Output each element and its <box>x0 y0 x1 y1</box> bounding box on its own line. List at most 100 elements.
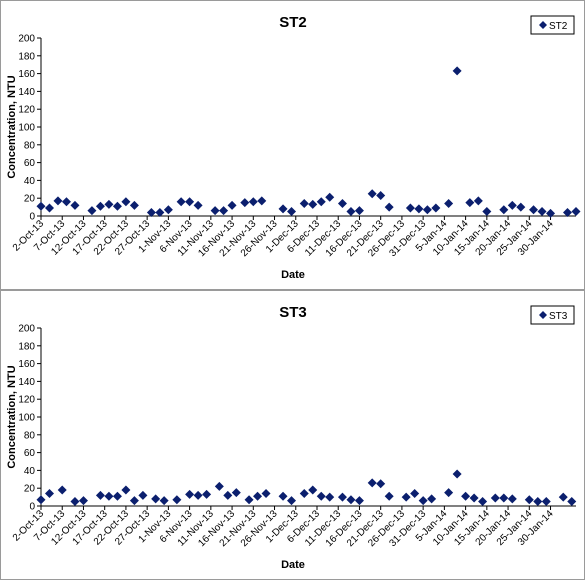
y-tick-label: 200 <box>18 324 35 335</box>
data-point <box>337 492 347 502</box>
data-point <box>87 206 97 216</box>
data-point <box>546 208 556 218</box>
legend: ST3 <box>530 305 575 325</box>
y-tick-label: 60 <box>24 448 36 459</box>
data-point <box>57 485 67 495</box>
y-tick-label: 0 <box>29 502 35 513</box>
data-point <box>210 206 220 216</box>
data-point <box>469 493 479 503</box>
legend-box <box>530 15 575 35</box>
data-point <box>185 197 195 207</box>
data-point <box>193 490 203 500</box>
legend-box <box>530 305 575 325</box>
data-point <box>70 497 80 507</box>
data-point <box>376 191 386 201</box>
data-point <box>244 495 254 505</box>
y-tick-label: 80 <box>24 430 36 441</box>
data-point <box>533 497 543 507</box>
data-point <box>431 203 441 213</box>
data-point <box>112 201 122 211</box>
legend-marker <box>539 311 547 319</box>
data-point <box>104 199 114 209</box>
data-point <box>541 497 551 507</box>
y-axis-label: Concentration, NTU <box>6 365 18 468</box>
data-point <box>219 206 229 216</box>
data-point <box>278 204 288 214</box>
data-point <box>444 199 454 209</box>
data-point <box>499 205 509 215</box>
data-point <box>240 198 250 208</box>
data-point <box>44 203 54 213</box>
data-point <box>287 496 297 506</box>
y-tick-label: 120 <box>18 105 35 116</box>
data-point <box>121 197 131 207</box>
y-tick-label: 100 <box>18 413 35 424</box>
data-point <box>524 495 534 505</box>
y-tick-label: 120 <box>18 395 35 406</box>
data-point <box>325 492 335 502</box>
data-point <box>231 488 241 498</box>
chart-st2: ST20204060801001201401601802002-Oct-137-… <box>6 14 581 281</box>
data-point <box>129 200 139 210</box>
data-point <box>308 199 318 209</box>
data-point <box>44 489 54 499</box>
y-tick-label: 20 <box>24 194 36 205</box>
data-point <box>287 207 297 217</box>
data-point <box>461 491 471 501</box>
y-axis-label: Concentration, NTU <box>6 75 18 178</box>
x-axis-label: Date <box>281 269 305 281</box>
data-point <box>444 488 454 498</box>
data-point <box>537 207 547 217</box>
data-point <box>257 196 267 206</box>
y-tick-label: 20 <box>24 484 36 495</box>
data-point <box>563 207 573 217</box>
data-point <box>376 479 386 489</box>
data-point <box>78 496 88 506</box>
data-point <box>316 491 326 501</box>
data-point <box>354 206 364 216</box>
data-point <box>95 490 105 500</box>
data-point <box>53 196 63 206</box>
data-point <box>337 199 347 209</box>
data-point <box>308 485 318 495</box>
data-point <box>316 197 326 207</box>
data-point <box>104 491 114 501</box>
data-point <box>422 205 432 215</box>
data-point <box>278 491 288 501</box>
data-point <box>384 202 394 212</box>
data-point <box>159 496 169 506</box>
y-tick-label: 160 <box>18 69 35 80</box>
chart-title: ST2 <box>279 14 307 31</box>
y-tick-label: 40 <box>24 176 36 187</box>
data-point <box>384 491 394 501</box>
data-point <box>354 496 364 506</box>
data-point <box>138 490 148 500</box>
data-point <box>146 207 156 217</box>
data-point <box>36 495 46 505</box>
data-point <box>414 204 424 214</box>
data-point <box>61 197 71 207</box>
y-tick-label: 140 <box>18 87 35 98</box>
y-tick-label: 180 <box>18 341 35 352</box>
data-point <box>70 200 80 210</box>
data-point <box>193 200 203 210</box>
data-point <box>121 485 131 495</box>
data-point <box>223 490 233 500</box>
data-point <box>155 207 165 217</box>
data-point <box>567 497 577 507</box>
y-tick-label: 40 <box>24 466 36 477</box>
data-point <box>367 478 377 488</box>
data-point <box>401 492 411 502</box>
data-point <box>473 196 483 206</box>
data-point <box>507 200 517 210</box>
data-point <box>529 205 539 215</box>
legend: ST2 <box>530 15 575 35</box>
data-point <box>346 207 356 217</box>
data-point <box>410 489 420 499</box>
chart-st3: ST30204060801001201401601802002-Oct-137-… <box>6 304 577 571</box>
legend-label: ST3 <box>549 311 568 322</box>
data-point <box>325 192 335 202</box>
data-point <box>418 496 428 506</box>
data-point <box>558 492 568 502</box>
y-tick-label: 60 <box>24 158 36 169</box>
